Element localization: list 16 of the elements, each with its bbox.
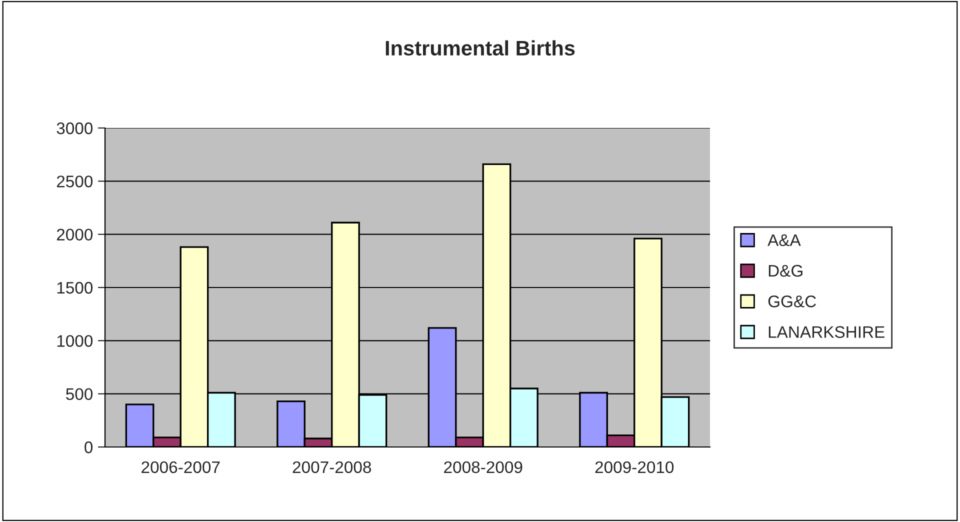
x-tick-label: 2007-2008 — [292, 461, 372, 474]
y-tick-label: 2000 — [56, 228, 93, 241]
legend-label: A&A — [768, 234, 801, 246]
y-tick-label: 1000 — [57, 335, 93, 347]
legend-label: D&G — [768, 264, 802, 277]
y-tick-label: 1500 — [57, 282, 93, 294]
y-tick-label: 3000 — [56, 122, 93, 134]
y-tick-label: 2500 — [56, 176, 93, 188]
y-tick-label: 500 — [66, 388, 93, 400]
legend-label: GG&C — [768, 296, 816, 308]
x-tick-label: 2006-2007 — [142, 461, 220, 474]
x-tick-label: 2009-2010 — [595, 461, 674, 474]
chart-title: Instrumental Births — [386, 40, 575, 56]
legend-label: LANARKSHIRE — [768, 326, 884, 338]
x-tick-label: 2008-2009 — [444, 461, 522, 474]
y-tick-label: 0 — [84, 441, 93, 454]
